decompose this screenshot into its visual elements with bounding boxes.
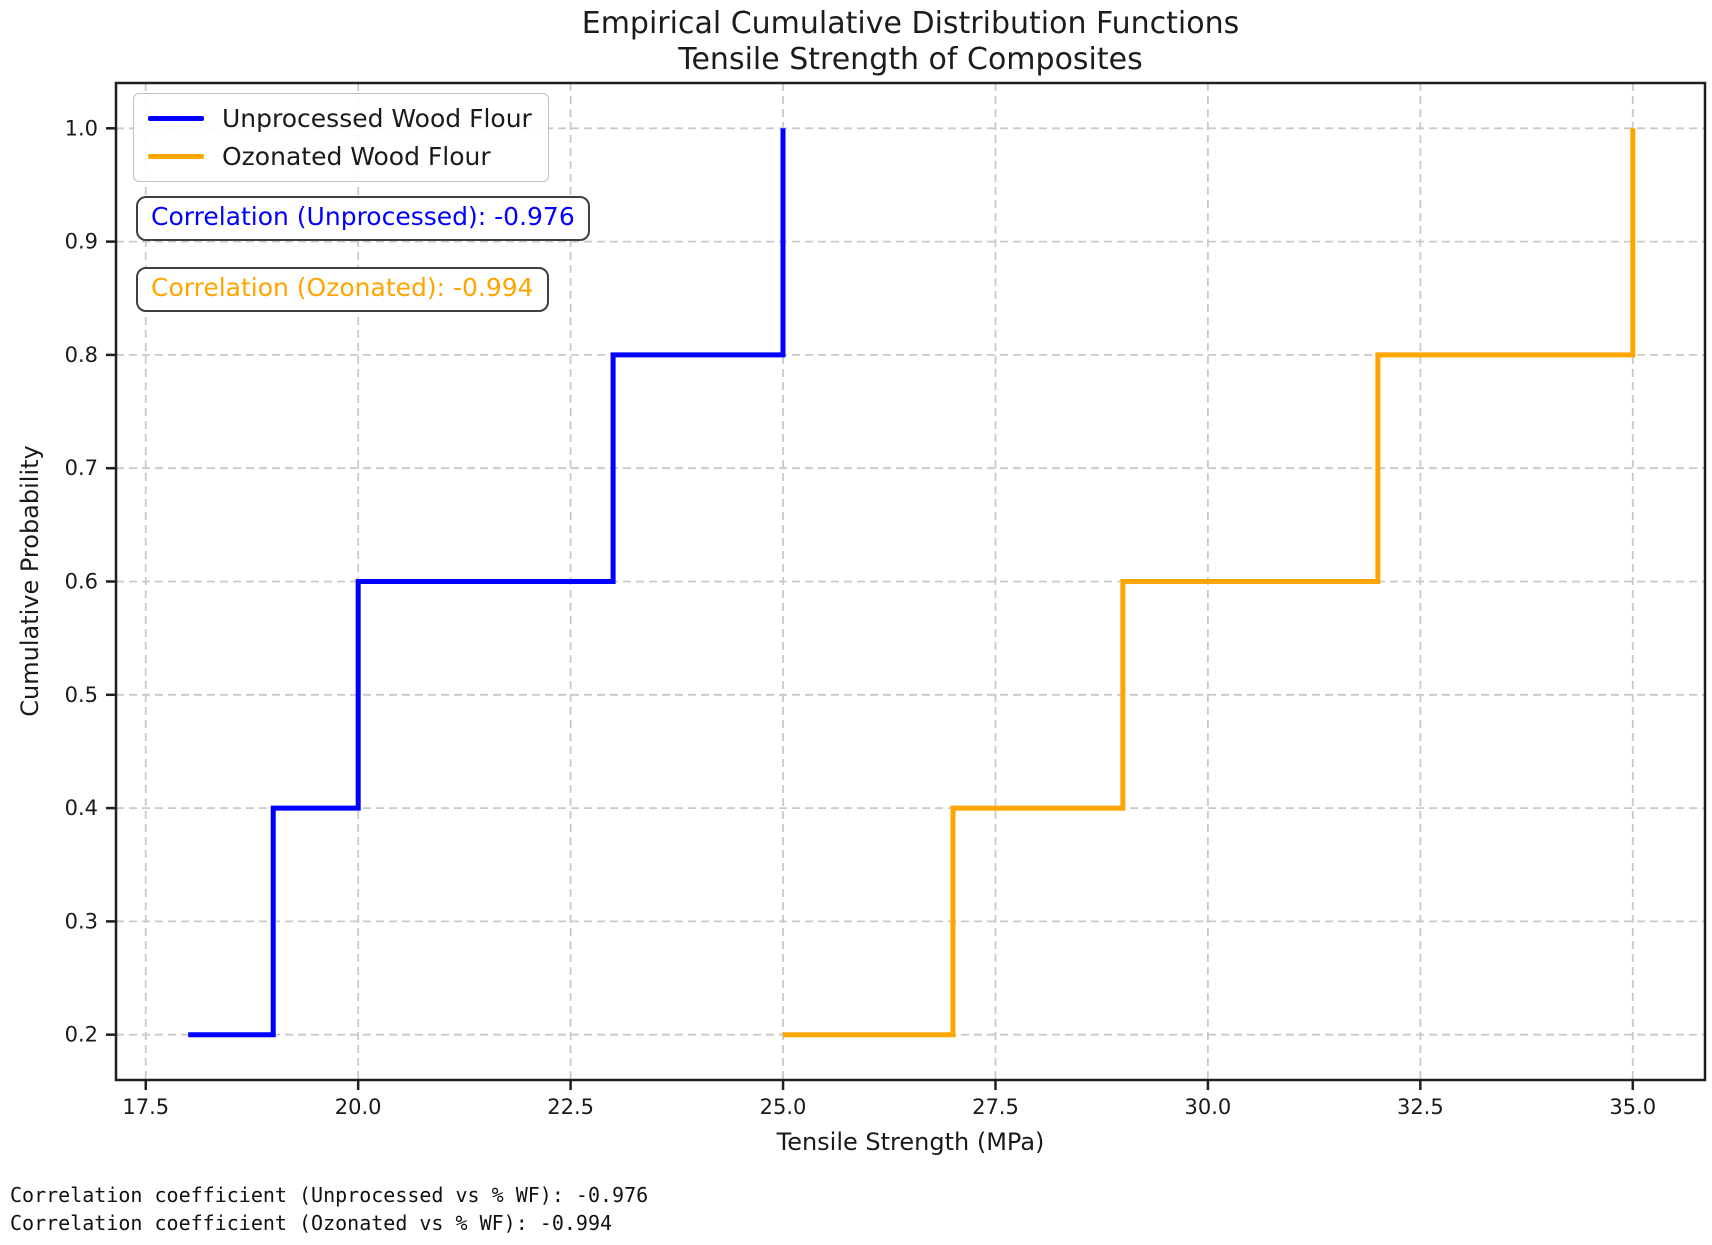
legend-line-swatch-blue (148, 116, 204, 121)
x-tick-label: 22.5 (547, 1095, 594, 1119)
ecdf-step-line-ozonated-wood-flour (783, 128, 1636, 1038)
legend-line-swatch-orange (148, 154, 204, 159)
chart-title-line2: Tensile Strength of Composites (678, 42, 1143, 77)
y-tick-label: 0.3 (65, 909, 98, 933)
legend-label: Ozonated Wood Flour (222, 142, 491, 171)
y-tick-label: 0.8 (65, 343, 98, 367)
ecdf-step-line-unprocessed-wood-flour (188, 128, 786, 1038)
y-tick-label: 0.2 (65, 1023, 98, 1047)
correlation-annotation-ozonated: Correlation (Ozonated): -0.994 (136, 267, 549, 312)
y-axis-label: Cumulative Probability (16, 445, 44, 717)
y-tick-label: 0.4 (65, 796, 98, 820)
x-tick-label: 35.0 (1609, 1095, 1656, 1119)
x-tick-label: 17.5 (122, 1095, 169, 1119)
x-tick-label: 20.0 (335, 1095, 382, 1119)
chart-title-line1: Empirical Cumulative Distribution Functi… (581, 6, 1240, 41)
x-tick-label: 27.5 (972, 1095, 1019, 1119)
footer-correlation-line-ozonated: Correlation coefficient (Ozonated vs % W… (10, 1211, 613, 1235)
footer-correlation-line-unprocessed: Correlation coefficient (Unprocessed vs … (10, 1183, 649, 1207)
x-tick-label: 25.0 (760, 1095, 807, 1119)
correlation-annotation-unprocessed: Correlation (Unprocessed): -0.976 (136, 196, 590, 241)
chart-title: Empirical Cumulative Distribution Functi… (116, 6, 1705, 78)
x-tick-label: 32.5 (1397, 1095, 1444, 1119)
x-axis-label: Tensile Strength (MPa) (776, 1128, 1045, 1156)
legend-box: Unprocessed Wood Flour Ozonated Wood Flo… (133, 93, 549, 182)
legend-item-ozonated: Ozonated Wood Flour (148, 142, 532, 171)
legend-item-unprocessed: Unprocessed Wood Flour (148, 104, 532, 133)
x-tick-label: 30.0 (1185, 1095, 1232, 1119)
y-tick-label: 1.0 (65, 116, 98, 140)
y-tick-label: 0.5 (65, 683, 98, 707)
y-tick-label: 0.7 (65, 456, 98, 480)
y-tick-label: 0.9 (65, 230, 98, 254)
legend-label: Unprocessed Wood Flour (222, 104, 532, 133)
y-tick-label: 0.6 (65, 570, 98, 594)
